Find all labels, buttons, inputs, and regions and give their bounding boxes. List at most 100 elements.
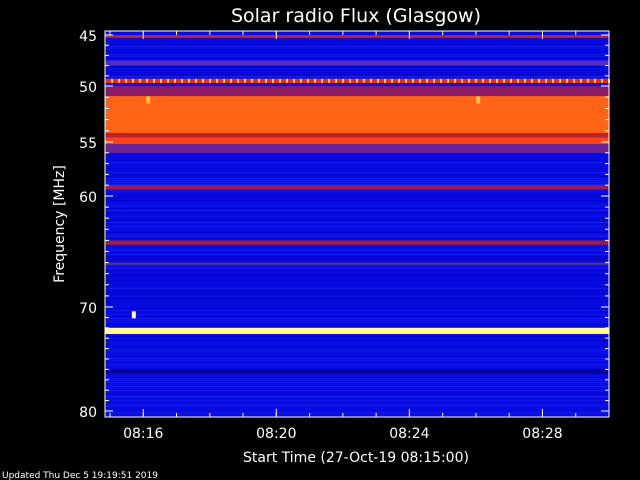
spectrogram-dot	[559, 78, 561, 83]
spectrogram-band	[105, 60, 609, 66]
spectrogram-texture-line	[105, 400, 609, 401]
spectrogram-texture-line	[105, 292, 609, 293]
spectrogram-dot	[293, 78, 295, 83]
spectrogram-texture-line	[105, 386, 609, 387]
spectrogram-texture-line	[105, 206, 609, 207]
spectrogram-texture-line	[105, 222, 609, 223]
spectrogram-texture-line	[105, 378, 609, 379]
spectrogram-texture-line	[105, 368, 609, 369]
footer-updated: Updated Thu Dec 5 19:19:51 2019	[2, 471, 158, 480]
spectrogram-dot	[202, 78, 204, 83]
spectrogram-texture-line	[105, 268, 609, 269]
spectrogram-texture-line	[105, 180, 609, 181]
spectrogram-dot	[195, 78, 197, 83]
spectrogram-texture-line	[105, 284, 609, 285]
spectrogram-texture-line	[105, 184, 609, 185]
spectrogram-texture-line	[105, 340, 609, 341]
spectrogram-dot	[230, 78, 232, 83]
spectrogram-texture-line	[105, 54, 609, 55]
spectrogram-texture-line	[105, 256, 609, 257]
y-tick-label: 50	[79, 80, 97, 96]
spectrogram-dot	[363, 78, 365, 83]
spectrogram-texture-line	[105, 316, 609, 317]
spectrogram-texture-line	[105, 346, 609, 347]
spectrogram-dot	[111, 78, 113, 83]
spectrogram-texture-line	[105, 176, 609, 177]
spectrogram-dot	[286, 78, 288, 83]
spectrogram-texture-line	[105, 374, 609, 375]
x-tick-label: 08:28	[522, 426, 562, 442]
spectrogram-texture-line	[105, 162, 609, 163]
spectrogram-dot	[454, 78, 456, 83]
spectrogram-dot	[153, 78, 155, 83]
spectrogram-texture-line	[105, 300, 609, 301]
spectrogram-texture-line	[105, 296, 609, 297]
spectrogram-texture-line	[105, 270, 609, 271]
spectrogram-texture-line	[105, 252, 609, 253]
spectrogram-texture-line	[105, 380, 609, 381]
spectrogram-texture-line	[105, 266, 609, 267]
spectrogram-dot	[412, 78, 414, 83]
spectrogram-texture-line	[105, 356, 609, 357]
spectrogram-dot	[426, 78, 428, 83]
spectrogram-dot	[188, 78, 190, 83]
spectrogram-dot	[419, 78, 421, 83]
spectrogram-texture-line	[105, 362, 609, 363]
chart-title: Solar radio Flux (Glasgow)	[231, 5, 481, 27]
spectrogram-texture-line	[105, 322, 609, 323]
spectrogram-dot	[524, 78, 526, 83]
spectrogram-dot	[356, 78, 358, 83]
spectrogram-dot	[531, 78, 533, 83]
spectrogram-texture-line	[105, 220, 609, 221]
spectrogram-dot	[587, 78, 589, 83]
spectrogram-band	[105, 240, 609, 245]
spectrogram-texture-line	[105, 258, 609, 259]
spectrogram-texture-line	[105, 172, 609, 173]
spectrogram-dot	[447, 78, 449, 83]
spectrogram-texture-line	[105, 350, 609, 351]
spectrogram-texture-line	[105, 308, 609, 309]
spectrogram-texture-line	[105, 398, 609, 399]
plot-area	[105, 31, 610, 417]
spectrogram-texture-line	[105, 218, 609, 219]
spectrogram-dot	[398, 78, 400, 83]
spectrogram-band	[105, 262, 609, 265]
spectrogram-dot	[132, 78, 134, 83]
spectrogram-texture-line	[105, 40, 609, 41]
spectrogram-texture-line	[105, 32, 609, 33]
spectrogram-dot	[391, 78, 393, 83]
spectrogram-band	[105, 86, 609, 97]
spectrogram-band	[105, 96, 609, 134]
spectrogram-dot	[566, 78, 568, 83]
spectrogram-dot	[167, 78, 169, 83]
spectrogram-texture-line	[105, 324, 609, 325]
spectrogram-texture-line	[105, 248, 609, 249]
spectrogram-texture-line	[105, 226, 609, 227]
spectrogram-texture-line	[105, 202, 609, 203]
spectrogram-texture-line	[105, 414, 609, 415]
spectrogram-texture-line	[105, 348, 609, 349]
spectrogram-dot	[321, 78, 323, 83]
spectrogram-texture-line	[105, 194, 609, 195]
spectrogram-texture-line	[105, 168, 609, 169]
spectrogram-dot	[482, 78, 484, 83]
y-tick-label: 70	[79, 301, 97, 317]
spectrogram-texture-line	[105, 338, 609, 339]
spectrogram-dot	[216, 78, 218, 83]
spectrogram-texture-line	[105, 404, 609, 405]
spectrogram-texture-line	[105, 164, 609, 165]
spectrogram-dot	[237, 78, 239, 83]
spectrogram-dot	[496, 78, 498, 83]
y-tick-label: 45	[79, 29, 97, 45]
spectrogram-dot	[552, 78, 554, 83]
spectrogram-texture-line	[105, 298, 609, 299]
spectrogram-texture-line	[105, 280, 609, 281]
spectrogram-dot	[181, 78, 183, 83]
spectrogram-band	[105, 35, 609, 39]
spectrogram-spot	[476, 96, 481, 104]
spectrogram-dot	[468, 78, 470, 83]
spectrogram-texture-line	[105, 360, 609, 361]
spectrogram-dot	[258, 78, 260, 83]
spectrogram-texture-line	[105, 232, 609, 233]
